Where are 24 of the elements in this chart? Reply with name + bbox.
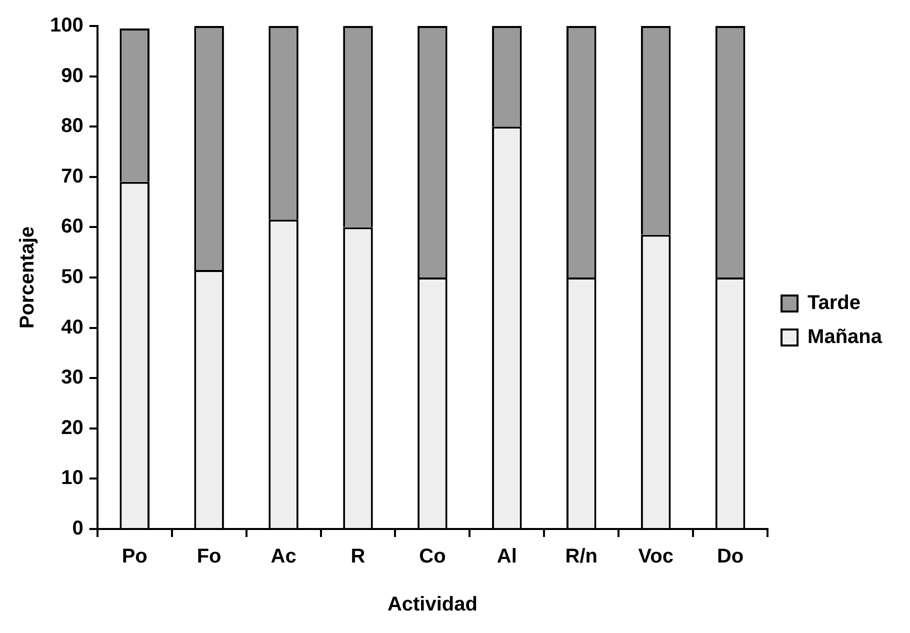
x-tick-label: Voc: [638, 546, 674, 568]
y-tick-label: 70: [61, 165, 84, 188]
y-tick-label: 60: [61, 216, 84, 238]
y-tick-label: 100: [50, 14, 84, 37]
y-tick-label: 50: [61, 266, 84, 288]
y-tick-label: 40: [61, 316, 84, 338]
y-tick-label: 80: [61, 115, 84, 138]
x-tick-label: Al: [496, 546, 517, 568]
y-tick-label: 90: [61, 64, 84, 87]
x-tick-label: Fo: [196, 546, 222, 568]
x-tick-label: Do: [716, 546, 744, 568]
x-tick-label: Po: [122, 546, 148, 568]
legend-label: Tarde: [808, 292, 861, 314]
y-tick-label: 0: [72, 518, 84, 540]
y-tick-label: 10: [61, 467, 84, 490]
x-tick-label: Ac: [270, 546, 296, 568]
y-tick-label: 30: [61, 366, 84, 389]
x-axis-title: Actividad: [387, 594, 478, 616]
x-tick-label: Co: [419, 546, 446, 568]
y-tick-label: 20: [61, 416, 84, 439]
x-tick-label: R: [350, 546, 366, 568]
y-axis-title: Porcentaje: [16, 226, 39, 329]
legend-label: Mañana: [808, 326, 883, 348]
x-tick-label: R/n: [565, 546, 598, 568]
